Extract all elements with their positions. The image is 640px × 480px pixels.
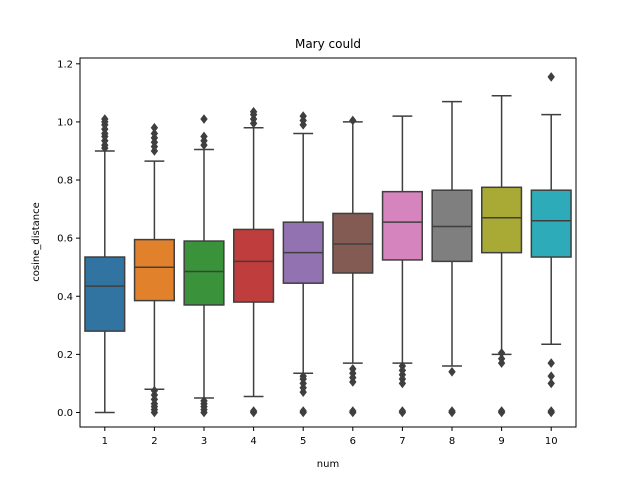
x-axis-title: num — [317, 459, 339, 470]
box-body — [84, 256, 126, 332]
outlier-point — [497, 348, 506, 358]
outlier-point — [547, 358, 555, 368]
box-6 — [332, 115, 374, 418]
outlier-point — [150, 122, 159, 133]
outlier-point — [299, 406, 307, 416]
chart-title: Mary could — [295, 37, 361, 51]
axes-frame — [79, 57, 577, 428]
y-tick-label: 0.4 — [57, 292, 73, 303]
outlier-point — [249, 406, 258, 416]
outlier-point — [398, 406, 407, 416]
outlier-point — [299, 111, 307, 121]
x-tick-label: 5 — [300, 436, 306, 447]
outlier-point — [349, 406, 357, 416]
box-5 — [282, 111, 324, 418]
outlier-point — [299, 371, 307, 381]
outlier-point — [448, 406, 456, 416]
box-body — [481, 186, 523, 254]
y-axis-title: cosine_distance — [31, 202, 42, 281]
outlier-point — [547, 72, 555, 82]
y-tick-label: 1.2 — [57, 59, 73, 70]
box-9 — [481, 95, 523, 418]
x-tick-label: 7 — [399, 436, 405, 447]
outlier-point — [200, 114, 208, 124]
outlier-point — [200, 131, 208, 142]
plot-area — [84, 72, 572, 418]
box-body — [183, 240, 225, 306]
x-tick-label: 9 — [498, 436, 504, 447]
y-axis: 0.0 0.2 0.4 0.6 0.8 1.0 1.2 — [57, 59, 80, 419]
box-3 — [183, 114, 225, 418]
outlier-point — [497, 406, 506, 416]
x-tick-label: 8 — [449, 436, 455, 447]
outlier-point — [547, 371, 555, 381]
outlier-point — [349, 115, 357, 126]
outlier-point — [398, 361, 407, 371]
box-1 — [84, 114, 126, 414]
x-tick-label: 3 — [201, 436, 207, 447]
outlier-point — [497, 353, 506, 364]
x-tick-label: 10 — [545, 436, 558, 447]
box-body — [233, 228, 275, 303]
outlier-point — [547, 378, 555, 389]
y-tick-label: 0.8 — [57, 176, 73, 187]
y-tick-label: 0.2 — [57, 350, 73, 361]
outlier-point — [349, 364, 357, 374]
box-8 — [431, 100, 473, 418]
box-7 — [381, 115, 423, 418]
x-tick-label: 2 — [151, 436, 157, 447]
x-tick-label: 4 — [250, 436, 256, 447]
y-tick-label: 1.0 — [57, 117, 73, 128]
box-10 — [530, 72, 572, 418]
box-2 — [133, 122, 175, 418]
outlier-point — [200, 396, 208, 406]
outlier-point — [150, 128, 159, 139]
x-tick-label: 1 — [102, 436, 108, 447]
box-4 — [233, 106, 275, 418]
outlier-point — [101, 114, 109, 124]
y-tick-label: 0.0 — [57, 408, 73, 419]
outlier-point — [150, 385, 159, 396]
box-body — [381, 190, 423, 261]
x-axis: 1 2 3 4 5 6 7 8 9 10 — [102, 427, 558, 447]
outlier-point — [448, 366, 456, 377]
x-tick-label: 6 — [350, 436, 356, 447]
box-body — [530, 189, 572, 258]
outlier-point — [249, 106, 258, 117]
box-body — [133, 238, 175, 302]
outlier-point — [547, 406, 555, 416]
y-tick-label: 0.6 — [57, 234, 73, 245]
